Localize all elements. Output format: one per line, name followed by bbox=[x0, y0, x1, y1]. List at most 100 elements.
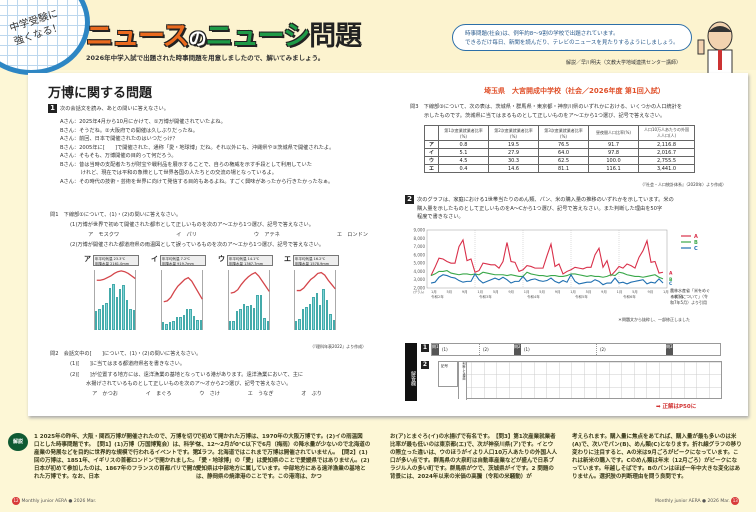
svg-text:1月: 1月 bbox=[663, 289, 669, 294]
precip-bar bbox=[175, 317, 179, 330]
q1-intro-text: 次の会話文を読み、あとの問いに答えなさい。 bbox=[60, 106, 169, 112]
cell: 100.0 bbox=[588, 156, 640, 165]
chart-info: 年平均気温 7.2℃ 年降水量 919.7mm bbox=[160, 255, 206, 266]
col-header: 昼夜間人口比率(%) bbox=[588, 125, 640, 141]
precip-bar bbox=[108, 288, 112, 330]
cell: 2,116.8 bbox=[638, 140, 696, 149]
toi2-p2b: 水揚げされているものとして正しいものを次のア～オから2つ選び、記号で答えなさい。 bbox=[86, 381, 292, 387]
cell: 2,755.5 bbox=[638, 156, 696, 165]
cell: 62.5 bbox=[538, 156, 590, 165]
answer-row-1[interactable]: 問1 (1) (2) 問2 (1) (2) 問3 bbox=[431, 343, 721, 356]
purchase-line-chart: 2,000 3,000 4,000 5,000 6,000 7,000 8,000 9,000… bbox=[413, 228, 698, 299]
answer-reason-grid[interactable]: 判断した理由 bbox=[458, 361, 722, 400]
chart-info: 年平均気温 16.2℃ 年降水量 1578.9mm bbox=[293, 255, 339, 266]
precip-bar bbox=[318, 305, 322, 330]
toi1-p2: (2)万博が開催された都道府県の雨温図として誤っているものを次のア～エから1つ選… bbox=[70, 242, 325, 248]
precip: 年降水量 919.7mm bbox=[162, 261, 194, 266]
chart-info: 年平均気温 23.3℃ 年降水量 2161.0mm bbox=[93, 255, 139, 266]
logo-part-news: ニュース bbox=[86, 21, 190, 52]
precip-bar bbox=[298, 318, 301, 330]
precip-bar bbox=[229, 320, 232, 330]
chart-source: （『理科年表2022』より作成） bbox=[310, 344, 367, 349]
svg-text:1月: 1月 bbox=[617, 289, 623, 294]
answer-field[interactable]: (2) bbox=[479, 344, 514, 355]
issue: 2026 Mar. bbox=[707, 499, 730, 504]
q2-text: 2 次のグラフは、家庭における1世帯当たりのめん類、パン、米の購入量の推移のいずれ… bbox=[405, 195, 674, 222]
dialogue-line: Bさん：そうだね。②大阪府での開催は久しぶりだったね。 bbox=[60, 127, 198, 134]
dialogue-line: Bさん：2005年に[ ]で開催された、通称「愛・地球博」だね。それ以外にも、沖… bbox=[60, 144, 335, 151]
avg-temp: 年平均気温 14.1℃ bbox=[229, 257, 260, 261]
answer-field[interactable]: (1) bbox=[442, 347, 448, 352]
cell: 4.5 bbox=[438, 156, 490, 165]
svg-text:9月: 9月 bbox=[555, 289, 561, 294]
cell: 116.1 bbox=[588, 164, 640, 173]
precip: 年降水量 2161.0mm bbox=[95, 261, 130, 266]
choice: ウ アテネ bbox=[253, 232, 280, 238]
page-footer-right: Monthly junior AERA ● 2026 Mar. 13 bbox=[655, 497, 740, 505]
author-credit: 解説／早川明夫（文教大学地域連携センター講師） bbox=[566, 60, 682, 66]
svg-text:9月: 9月 bbox=[601, 289, 607, 294]
svg-text:5月: 5月 bbox=[446, 289, 452, 294]
answer-field[interactable]: (1) bbox=[524, 347, 530, 352]
choice: エ ロンドン bbox=[336, 232, 368, 238]
col-header: 人口10万人あたりの外国人人口(人) bbox=[638, 125, 696, 141]
svg-text:C: C bbox=[694, 246, 698, 252]
page-number-right: 13 bbox=[731, 497, 740, 505]
answer-symbol-field[interactable]: 記号 bbox=[438, 361, 458, 387]
dialogue-line: Bさん：昔は当時の支配者たちが財宝や戦利品を展示することで、自らの権威を示す手段… bbox=[60, 161, 312, 168]
svg-text:(グラム): (グラム) bbox=[413, 289, 424, 294]
precip-bar bbox=[165, 324, 168, 330]
toi3-head2: 示したものです。茨城県に当てはまるものとして正しいものをア～エから1つ選び、記号… bbox=[424, 113, 666, 119]
cell: 3,441.0 bbox=[638, 164, 696, 173]
avg-temp: 年平均気温 23.3℃ bbox=[95, 257, 126, 261]
svg-text:令和2年: 令和2年 bbox=[431, 294, 444, 299]
precip-bar bbox=[315, 293, 318, 330]
svg-text:5月: 5月 bbox=[586, 289, 592, 294]
commentary-col-3: お(ア)とまぐろ(イ)の水揚げで有名です。【問3】第1次産業就業者比率が最も低い… bbox=[390, 434, 558, 480]
svg-text:1月: 1月 bbox=[477, 289, 483, 294]
svg-text:A: A bbox=[694, 234, 698, 240]
cell: ウ bbox=[423, 156, 440, 165]
toi2-p1: (1)[ ]に当てはまる都道府県名を書きなさい。 bbox=[70, 361, 186, 367]
answer-field[interactable]: (2) bbox=[596, 344, 666, 355]
toi1-p1: (1)万博が世界で初めて開催された都市として正しいものを次のア～エから1つ選び、… bbox=[70, 222, 314, 228]
precip: 年降水量 1578.9mm bbox=[295, 261, 330, 266]
cell: 0.4 bbox=[438, 164, 490, 173]
precip-bar bbox=[325, 300, 329, 330]
dialogue-line: Aさん：2025年4月から10月にかけて、①万博が開催されていたよね。 bbox=[60, 119, 226, 125]
precip-bar bbox=[249, 305, 252, 330]
cell: 30.3 bbox=[488, 156, 540, 165]
answer-field[interactable] bbox=[673, 344, 720, 355]
toi1-head: 問1 下線部①について、(1)・(2)の問いに答えなさい。 bbox=[50, 212, 182, 218]
q2-line: 程度で書きなさい。 bbox=[417, 214, 464, 220]
answer-link[interactable]: ➡ 正解はP50に bbox=[656, 404, 697, 410]
answer-q1-number: 1 bbox=[421, 344, 429, 352]
precip-bar bbox=[172, 320, 175, 330]
cell: イ bbox=[423, 148, 440, 157]
svg-text:令和6年: 令和6年 bbox=[623, 294, 636, 299]
toi1-choices: ア モスクワ イ パリ ウ アテネ エ ロンドン bbox=[88, 231, 368, 240]
dialogue: Aさん：2025年4月から10月にかけて、①万博が開催されていたよね。 Bさん：… bbox=[60, 118, 334, 186]
precip-bar bbox=[196, 319, 199, 330]
cell: 5.1 bbox=[438, 148, 490, 157]
climate-chart-i: イ 年平均気温 7.2℃ 年降水量 919.7mm bbox=[151, 255, 211, 338]
answer-link-text: 正解はP50に bbox=[662, 404, 697, 410]
climate-chart-e: エ 年平均気温 16.2℃ 年降水量 1578.9mm bbox=[284, 255, 344, 338]
cell: 2,016.7 bbox=[638, 148, 696, 157]
temp-line bbox=[230, 271, 270, 294]
precip-bar bbox=[95, 311, 98, 330]
cell: 81.1 bbox=[538, 164, 590, 173]
precip-bar bbox=[105, 302, 108, 330]
chart-plot bbox=[294, 270, 336, 330]
precip-bar bbox=[199, 319, 203, 330]
avg-temp: 年平均気温 16.2℃ bbox=[295, 257, 326, 261]
precip-bar bbox=[242, 304, 246, 330]
commentary-col-4: 考えられます。購入量に焦点をあてれば、購入量が最も多いのは米(A)で、次いでパン… bbox=[572, 434, 742, 480]
chart-info: 年平均気温 14.1℃ 年降水量 1367.7mm bbox=[227, 255, 273, 266]
precip-bar bbox=[129, 309, 132, 330]
chart-label: エ bbox=[284, 255, 291, 263]
precip-bar bbox=[235, 311, 239, 330]
avg-temp: 年平均気温 7.2℃ bbox=[162, 257, 191, 261]
toi3-head: 問3 下線部③について、次の表は、茨城県・群馬県・東京都・神奈川県のいずれかにお… bbox=[410, 104, 683, 110]
precip: 年降水量 1367.7mm bbox=[229, 261, 264, 266]
